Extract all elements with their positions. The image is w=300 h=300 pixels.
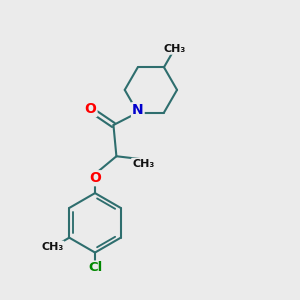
Text: CH₃: CH₃	[163, 44, 185, 54]
Text: Cl: Cl	[88, 262, 102, 275]
Text: N: N	[132, 103, 144, 117]
Text: O: O	[89, 171, 101, 185]
Text: O: O	[85, 102, 97, 116]
Text: CH₃: CH₃	[41, 242, 64, 252]
Text: CH₃: CH₃	[132, 159, 154, 169]
